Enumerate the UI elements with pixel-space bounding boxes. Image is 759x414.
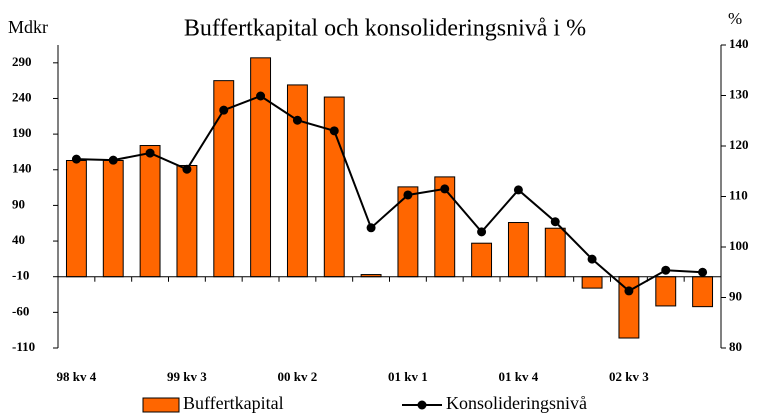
line-marker [219, 105, 229, 115]
line-marker [403, 190, 413, 200]
line-marker [292, 115, 302, 125]
bar [323, 96, 345, 278]
chart-title: Buffertkapital och konsolideringsnivå i … [184, 16, 586, 42]
bar [544, 227, 566, 278]
y2-axis-label: % [728, 9, 742, 28]
y-tick-label: 290 [12, 54, 32, 69]
line-marker [550, 217, 560, 227]
y-tick-label: 140 [12, 161, 32, 176]
line-marker [661, 265, 671, 275]
x-tick-label: 01 kv 1 [388, 369, 428, 384]
legend-label: Konsolideringsnivå [446, 393, 587, 413]
line-marker [440, 184, 450, 194]
legend-swatch [142, 397, 180, 413]
bar [507, 222, 529, 278]
y-tick-label: 40 [12, 232, 25, 247]
y2-tick-label: 80 [729, 339, 742, 354]
line-marker [513, 185, 523, 195]
bar [139, 145, 161, 278]
line-marker [182, 164, 192, 174]
line [76, 94, 703, 293]
legend-label: Buffertkapital [183, 393, 284, 413]
x-tick-label: 01 kv 4 [499, 369, 539, 384]
line-marker [256, 91, 266, 101]
line-marker [587, 254, 597, 264]
y-tick-label: 90 [12, 196, 25, 211]
bar [176, 164, 198, 278]
line-marker [366, 223, 376, 233]
y2-tick-label: 90 [729, 288, 742, 303]
bar [65, 159, 87, 278]
y2-tick-label: 140 [729, 36, 749, 51]
line-marker [145, 148, 155, 158]
x-tick-label: 98 kv 4 [57, 369, 97, 384]
y-tick-label: -110 [12, 339, 35, 354]
y-tick-label: 190 [12, 125, 32, 140]
y-axis-label: Mdkr [8, 17, 48, 37]
legend-marker [417, 400, 427, 410]
bar [471, 242, 493, 278]
bar [655, 276, 677, 307]
bar [286, 84, 308, 278]
y-tick-label: -60 [12, 303, 29, 318]
y2-tick-label: 110 [729, 187, 748, 202]
bar [250, 57, 272, 278]
line-marker [698, 267, 708, 277]
line-marker [108, 155, 118, 165]
y2-tick-label: 100 [729, 238, 749, 253]
y2-tick-label: 120 [729, 137, 749, 152]
bar [102, 159, 124, 278]
line-marker [477, 227, 487, 237]
y2-tick-label: 130 [729, 86, 749, 101]
line-marker [624, 286, 634, 296]
y-tick-label: -10 [12, 268, 29, 283]
x-tick-label: 02 kv 3 [609, 369, 649, 384]
x-tick-label: 99 kv 3 [167, 369, 207, 384]
x-tick-label: 00 kv 2 [278, 369, 318, 384]
bar [581, 276, 603, 289]
line-marker [329, 126, 339, 136]
y-tick-label: 240 [12, 89, 32, 104]
bar [692, 276, 714, 308]
line-marker [71, 154, 81, 164]
